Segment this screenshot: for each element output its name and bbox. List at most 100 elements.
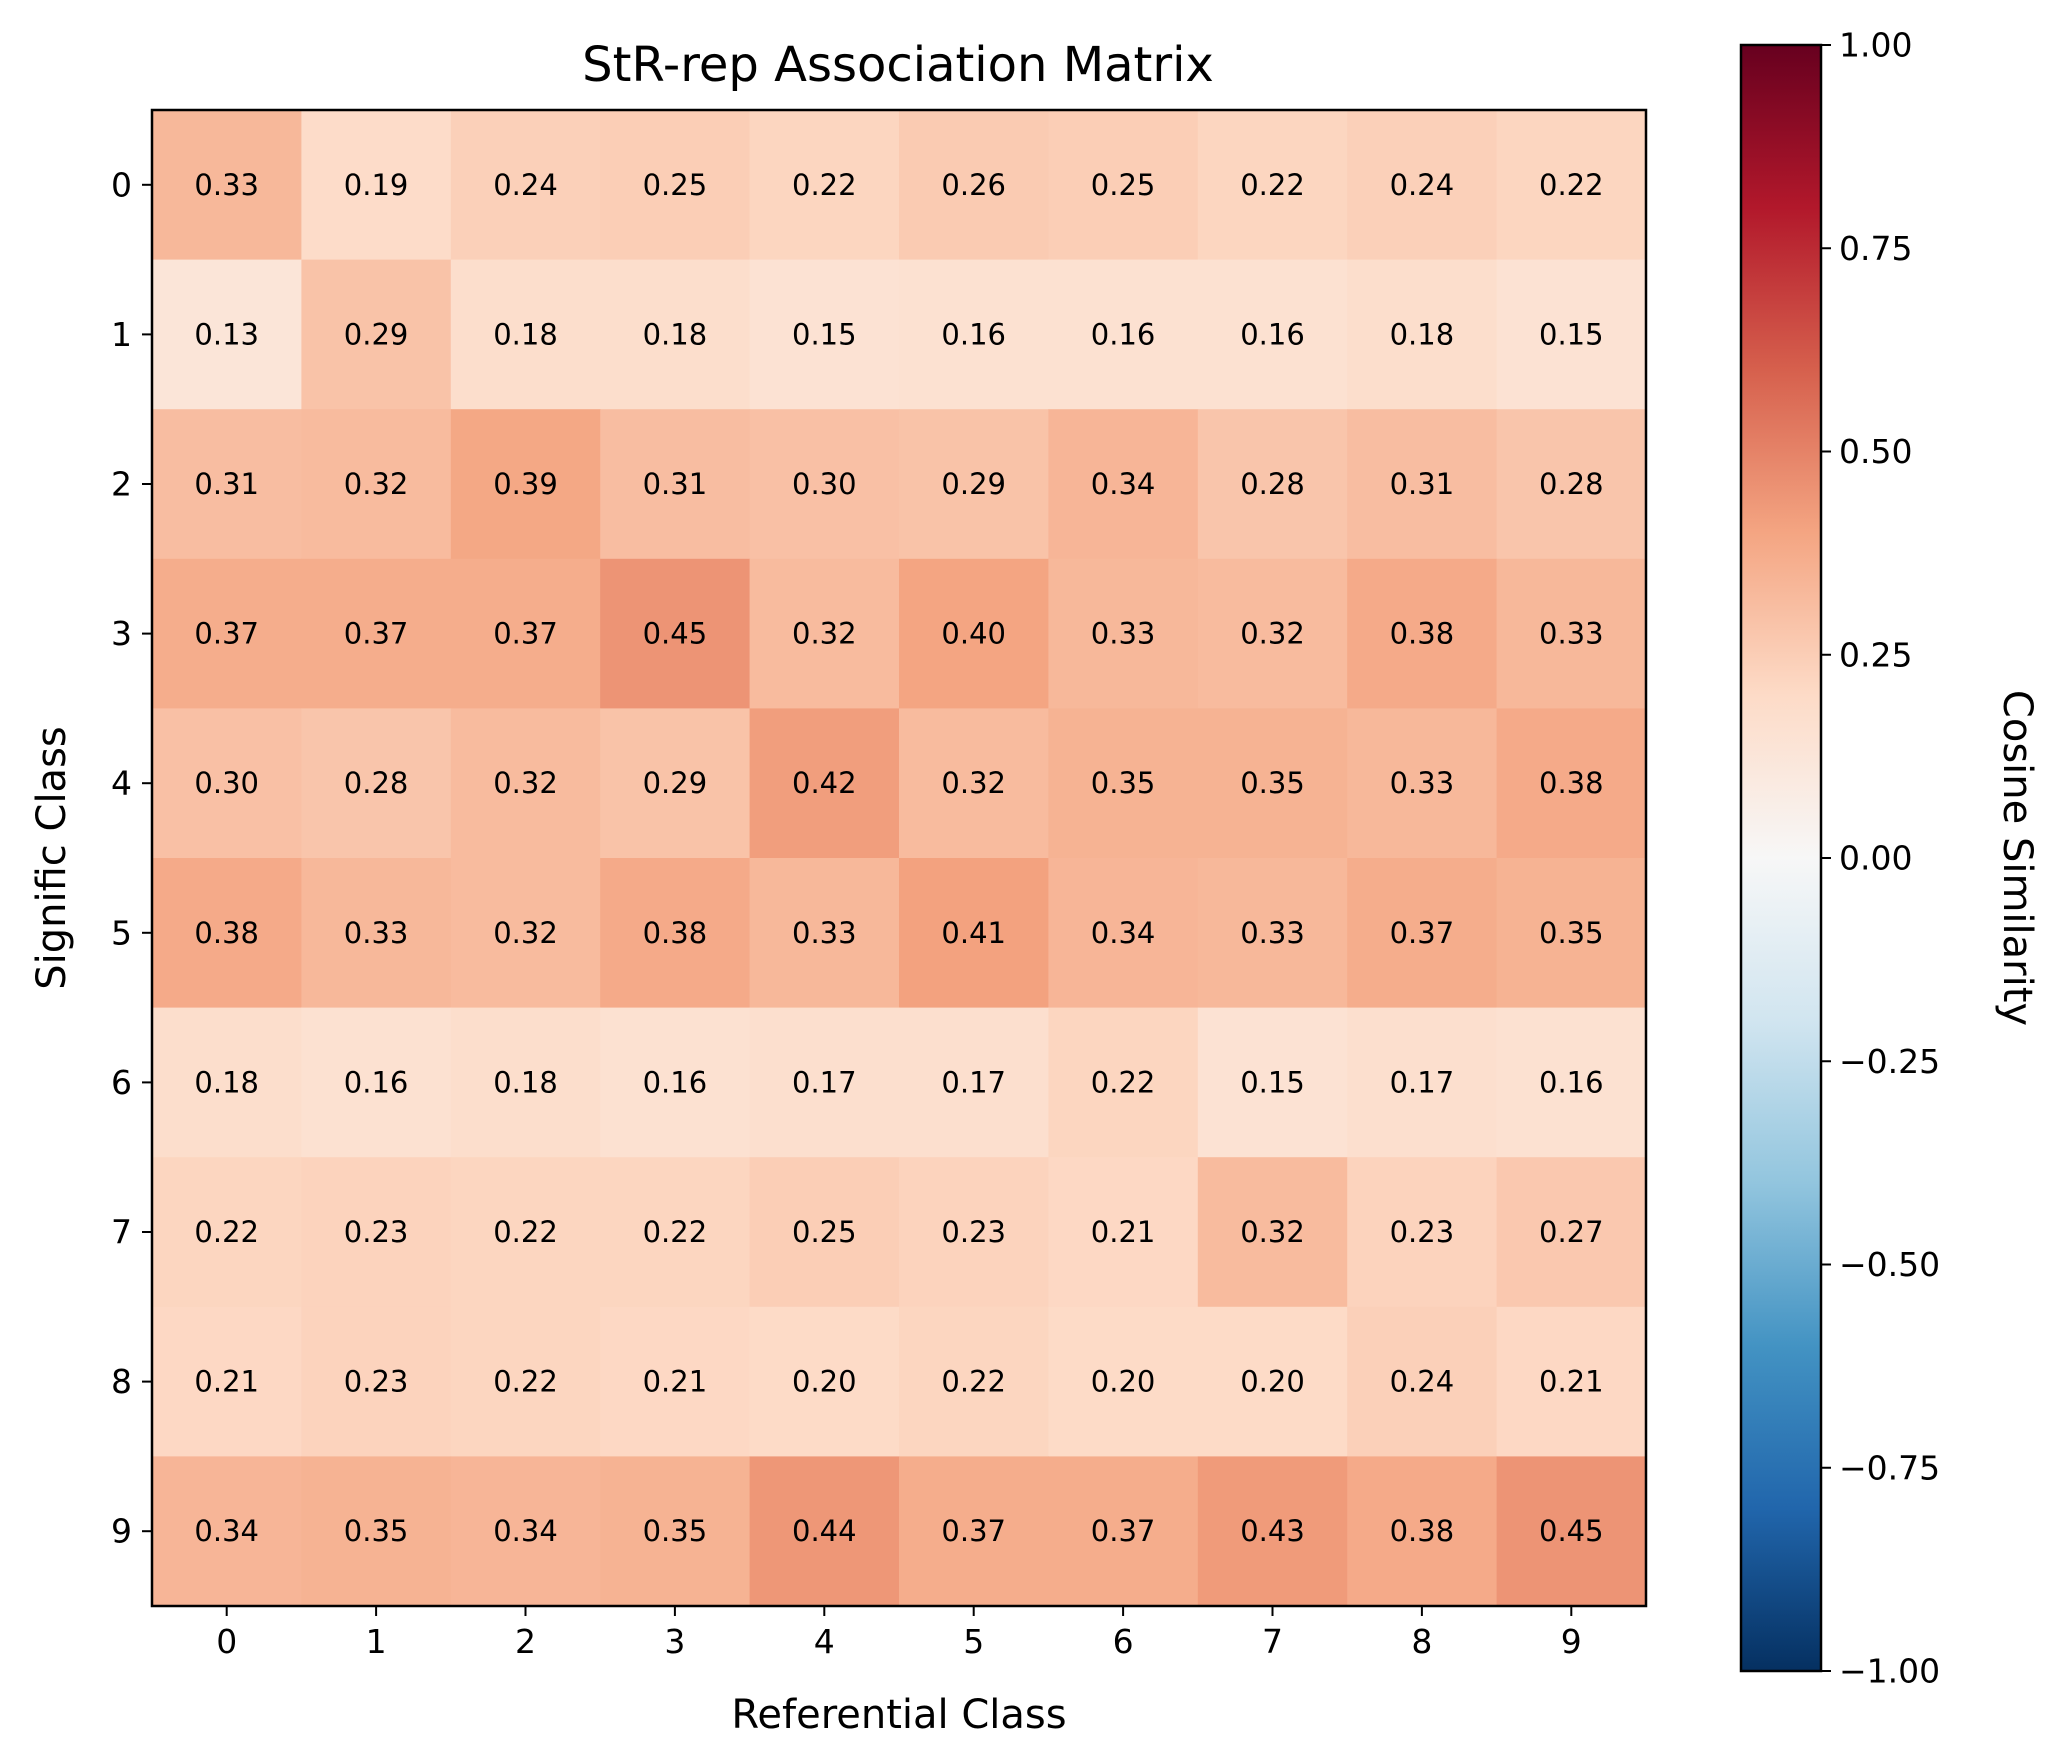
- heatmap-cell: [749, 1456, 900, 1607]
- heatmap-cell: [1347, 1306, 1498, 1457]
- heatmap-cell: [450, 1007, 601, 1158]
- heatmap-cell: [152, 1007, 302, 1158]
- heatmap-cell: [749, 110, 900, 261]
- cell-value-label: 0.34: [493, 1514, 558, 1548]
- cell-value-label: 0.20: [1091, 1365, 1156, 1399]
- cell-value-label: 0.16: [1539, 1065, 1604, 1099]
- colorbar-tick-label: −0.75: [1839, 1448, 1940, 1487]
- cell-value-label: 0.16: [1091, 317, 1156, 351]
- heatmap-cell: [1496, 1306, 1647, 1457]
- cell-value-label: 0.19: [344, 168, 409, 202]
- y-axis-title: Signific Class: [29, 726, 75, 990]
- cell-value-label: 0.29: [344, 317, 409, 351]
- cell-value-label: 0.15: [1539, 317, 1604, 351]
- cell-value-label: 0.16: [643, 1065, 708, 1099]
- heatmap-cell: [1347, 708, 1498, 859]
- x-tick-label: 4: [814, 1622, 835, 1661]
- heatmap-cell: [1197, 858, 1348, 1009]
- heatmap-cell: [1347, 110, 1498, 261]
- cell-value-label: 0.26: [941, 168, 1006, 202]
- cell-value-label: 0.30: [194, 766, 259, 800]
- x-tick-label: 1: [366, 1622, 387, 1661]
- cell-value-label: 0.38: [643, 916, 708, 950]
- cell-value-label: 0.18: [194, 1065, 259, 1099]
- heatmap-cell: [899, 259, 1049, 410]
- heatmap-cell: [301, 409, 452, 560]
- heatmap-cell: [450, 558, 601, 709]
- x-axis-title: Referential Class: [731, 1692, 1066, 1738]
- x-tick-label: 9: [1561, 1622, 1582, 1661]
- cell-value-label: 0.37: [493, 617, 558, 651]
- cell-value-label: 0.39: [493, 467, 558, 501]
- colorbar: 1.00 0.75 0.50 0.25 0.00 −0.25 −0.50 −0.75 −1.00…: [1739, 26, 2040, 1691]
- cell-value-label: 0.22: [643, 1215, 708, 1249]
- cell-value-label: 0.15: [792, 317, 857, 351]
- heatmap-cell: [450, 1456, 601, 1607]
- heatmap-cell: [1347, 558, 1498, 709]
- y-axis-ticks: 0 1 2 3 4 5 6 7 8 9: [111, 165, 152, 1551]
- heatmap-cell: [899, 110, 1049, 261]
- heatmap-cell: [749, 1157, 900, 1308]
- heatmap-cell: [749, 708, 900, 859]
- heatmap-cell: [749, 1007, 900, 1158]
- heatmap-cell: [600, 1306, 751, 1457]
- y-tick-label: 3: [111, 614, 132, 653]
- heatmap-cell: [1048, 1456, 1199, 1607]
- cell-value-label: 0.24: [1390, 168, 1455, 202]
- heatmap-cell: [1197, 1306, 1348, 1457]
- y-tick-label: 8: [111, 1362, 132, 1401]
- cell-value-label: 0.40: [941, 617, 1006, 651]
- cell-value-label: 0.25: [643, 168, 708, 202]
- cell-value-label: 0.44: [792, 1514, 857, 1548]
- cell-value-label: 0.16: [1240, 317, 1305, 351]
- heatmap-cell: [301, 259, 452, 410]
- cell-value-label: 0.37: [941, 1514, 1006, 1548]
- heatmap-cell: [1347, 1456, 1498, 1607]
- cell-value-label: 0.24: [493, 168, 558, 202]
- cell-value-label: 0.33: [1091, 617, 1156, 651]
- cell-value-label: 0.30: [792, 467, 857, 501]
- heatmap-cell: [301, 1007, 452, 1158]
- heatmap-cell: [600, 708, 751, 859]
- cell-value-label: 0.23: [1390, 1215, 1455, 1249]
- colorbar-tick-label: 0.00: [1839, 839, 1912, 878]
- cell-value-label: 0.42: [792, 766, 857, 800]
- cell-value-label: 0.17: [792, 1065, 857, 1099]
- heatmap-cell: [450, 1157, 601, 1308]
- cell-value-label: 0.23: [941, 1215, 1006, 1249]
- x-tick-label: 3: [664, 1622, 685, 1661]
- heatmap-cell: [899, 1007, 1049, 1158]
- x-tick-label: 0: [216, 1622, 237, 1661]
- cell-value-label: 0.33: [1390, 766, 1455, 800]
- colorbar-tick-label: −1.00: [1839, 1652, 1940, 1691]
- heatmap-cell: [1048, 858, 1199, 1009]
- colorbar-tick-label: 0.75: [1839, 229, 1912, 268]
- heatmap-cell: [1496, 1007, 1647, 1158]
- heatmap-cell: [1496, 558, 1647, 709]
- cell-value-label: 0.27: [1539, 1215, 1604, 1249]
- heatmap-cell: [1347, 409, 1498, 560]
- cell-value-label: 0.32: [493, 766, 558, 800]
- cell-value-label: 0.34: [1091, 467, 1156, 501]
- cell-value-label: 0.41: [941, 916, 1006, 950]
- colorbar-ticks: 1.00 0.75 0.50 0.25 0.00 −0.25 −0.50 −0.75 −1.00: [1821, 26, 1940, 1691]
- y-tick-label: 1: [111, 315, 132, 354]
- heatmap-cell: [899, 1157, 1049, 1308]
- heatmap-cell: [1048, 558, 1199, 709]
- cell-value-label: 0.45: [643, 617, 708, 651]
- colorbar-tick-label: 0.50: [1839, 432, 1912, 471]
- cell-value-label: 0.35: [1539, 916, 1604, 950]
- cell-value-label: 0.22: [941, 1365, 1006, 1399]
- heatmap-cell: [152, 110, 302, 261]
- colorbar-tick-label: 1.00: [1839, 26, 1912, 65]
- cell-value-label: 0.20: [792, 1365, 857, 1399]
- heatmap-cell: [1496, 110, 1647, 261]
- heatmap-cell: [1048, 1157, 1199, 1308]
- heatmap-cell: [899, 708, 1049, 859]
- colorbar-title: Cosine Similarity: [1994, 690, 2040, 1026]
- cell-value-label: 0.22: [1091, 1065, 1156, 1099]
- heatmap-cell: [450, 858, 601, 1009]
- colorbar-gradient: [1741, 45, 1821, 1671]
- cell-value-label: 0.37: [1390, 916, 1455, 950]
- heatmap-cell: [301, 1456, 452, 1607]
